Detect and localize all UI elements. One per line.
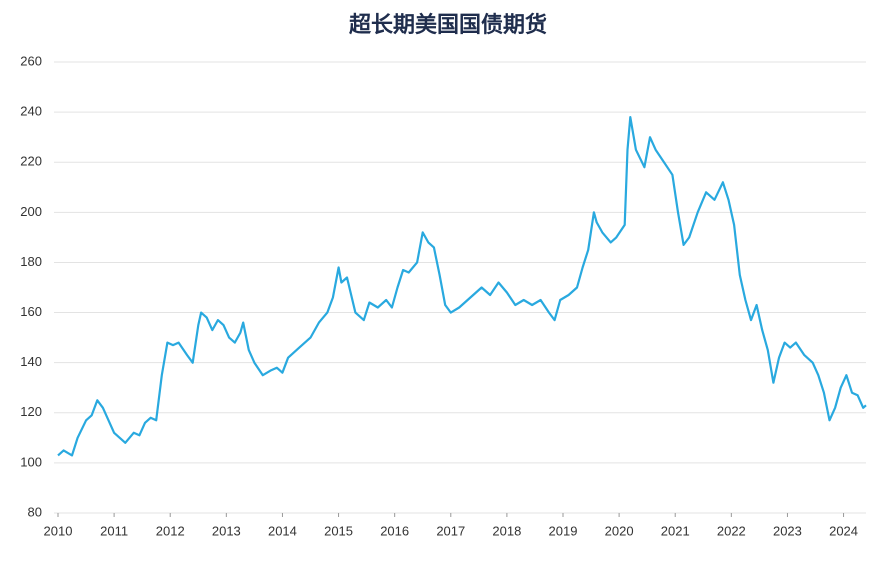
x-tick-label: 2019 bbox=[549, 523, 578, 538]
x-tick-label: 2014 bbox=[268, 523, 297, 538]
y-tick-label: 240 bbox=[20, 104, 42, 119]
y-tick-label: 100 bbox=[20, 454, 42, 469]
x-tick-label: 2023 bbox=[773, 523, 802, 538]
x-tick-label: 2013 bbox=[212, 523, 241, 538]
x-tick-label: 2015 bbox=[324, 523, 353, 538]
x-tick-label: 2017 bbox=[436, 523, 465, 538]
y-tick-label: 220 bbox=[20, 154, 42, 169]
y-tick-label: 120 bbox=[20, 404, 42, 419]
y-tick-label: 260 bbox=[20, 53, 42, 68]
y-tick-label: 80 bbox=[28, 504, 42, 519]
x-tick-label: 2010 bbox=[44, 523, 73, 538]
y-tick-label: 180 bbox=[20, 254, 42, 269]
x-tick-label: 2022 bbox=[717, 523, 746, 538]
x-tick-label: 2021 bbox=[661, 523, 690, 538]
x-tick-label: 2012 bbox=[156, 523, 185, 538]
chart-title: 超长期美国国债期货 bbox=[349, 12, 547, 38]
x-tick-label: 2020 bbox=[605, 523, 634, 538]
y-tick-label: 160 bbox=[20, 304, 42, 319]
line bbox=[57, 116, 867, 457]
x-tick-label: 2018 bbox=[492, 523, 521, 538]
x-tick-label: 2016 bbox=[380, 523, 409, 538]
x-tick-label: 2024 bbox=[829, 523, 858, 538]
x-tick-label: 2011 bbox=[100, 523, 128, 538]
y-tick-label: 140 bbox=[20, 354, 42, 369]
y-tick-label: 200 bbox=[20, 204, 42, 219]
